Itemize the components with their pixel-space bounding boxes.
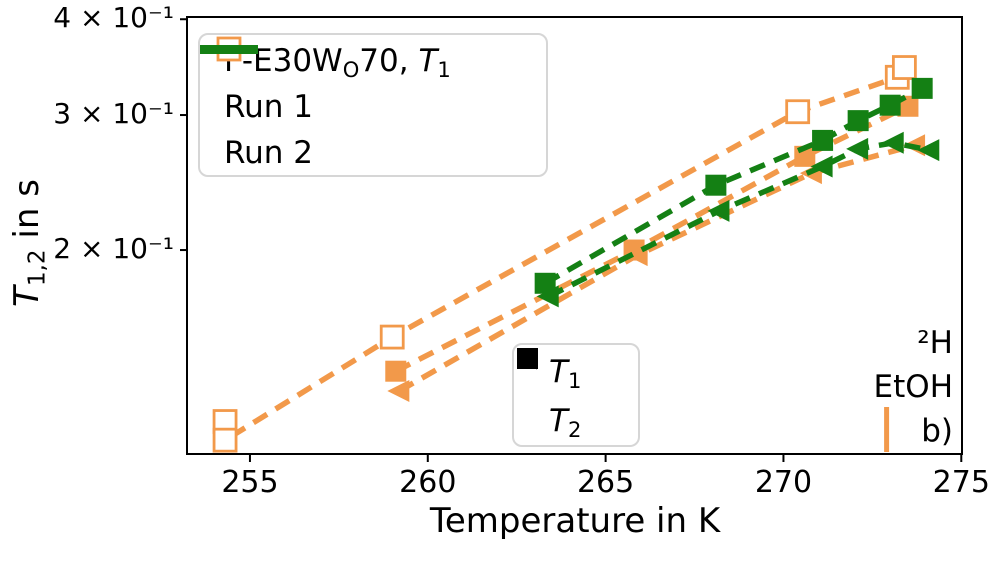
left-triangle-marker-icon xyxy=(517,348,537,370)
legend-entry-t1: T1 xyxy=(517,347,638,396)
left-triangle-marker xyxy=(917,139,940,162)
legend-label-run2: Run 2 xyxy=(224,135,314,171)
y-tick-label: 3 × 10⁻¹ xyxy=(53,97,174,131)
annotation-isotope: ²H xyxy=(917,325,953,361)
legend-label-t2: T2 xyxy=(549,402,582,442)
x-tick-label: 255 xyxy=(221,465,279,500)
annotation-solvent: EtOH xyxy=(873,369,953,405)
green-line-key-icon xyxy=(200,45,258,54)
annotation-panel-label: b) xyxy=(921,413,953,449)
x-axis-label: Temperature in K xyxy=(429,501,721,541)
y-tick-label: 2 × 10⁻¹ xyxy=(53,232,174,266)
filled-square-marker xyxy=(705,174,727,196)
left-triangle-marker xyxy=(536,285,559,308)
filled-square-marker xyxy=(879,94,901,116)
legend-entry-run2: Run 2 xyxy=(200,45,546,176)
legend-label-run1: Run 1 xyxy=(224,89,314,125)
left-triangle-marker xyxy=(387,379,410,402)
left-triangle-marker xyxy=(881,131,904,154)
left-triangle-marker xyxy=(707,199,730,222)
legend-label-fe30w: F-E30WO70, T1 xyxy=(224,43,451,82)
open-square-marker xyxy=(212,427,238,453)
legend-label-t1: T1 xyxy=(549,353,582,393)
left-triangle-marker xyxy=(810,155,833,178)
open-square-marker xyxy=(785,99,811,125)
x-tick-label: 265 xyxy=(576,465,635,500)
open-square-marker xyxy=(379,324,405,350)
series-line-2 xyxy=(397,142,916,394)
legend-entry-run1: Run 1 xyxy=(200,45,546,130)
legend-entry-fe30w: F-E30WO70, T1 xyxy=(201,36,546,84)
x-tick-label: 275 xyxy=(932,465,990,500)
series-line-4 xyxy=(547,140,930,299)
axes-frame xyxy=(186,16,963,455)
filled-square-marker xyxy=(847,110,869,132)
filled-square-marker xyxy=(911,77,933,99)
x-tick-label: 260 xyxy=(399,465,457,500)
filled-square-marker xyxy=(385,360,407,382)
y-label-symbol: T xyxy=(7,286,47,307)
filled-square-marker xyxy=(812,129,834,151)
x-tick-label: 270 xyxy=(754,465,813,500)
legend-relaxation-times: T1 T2 xyxy=(512,343,640,447)
legend-entry-t2: T2 xyxy=(517,348,638,445)
open-square-marker xyxy=(891,55,917,80)
left-triangle-marker xyxy=(846,137,869,160)
series-line-1 xyxy=(394,103,910,374)
annotation-block: ²H EtOH b) xyxy=(874,321,953,453)
filled-square-marker xyxy=(534,272,556,294)
legend-samples: F-E30WO70, T1 Run 1 Run 2 xyxy=(198,33,548,177)
y-tick-label: 4 × 10⁻¹ xyxy=(53,1,174,35)
